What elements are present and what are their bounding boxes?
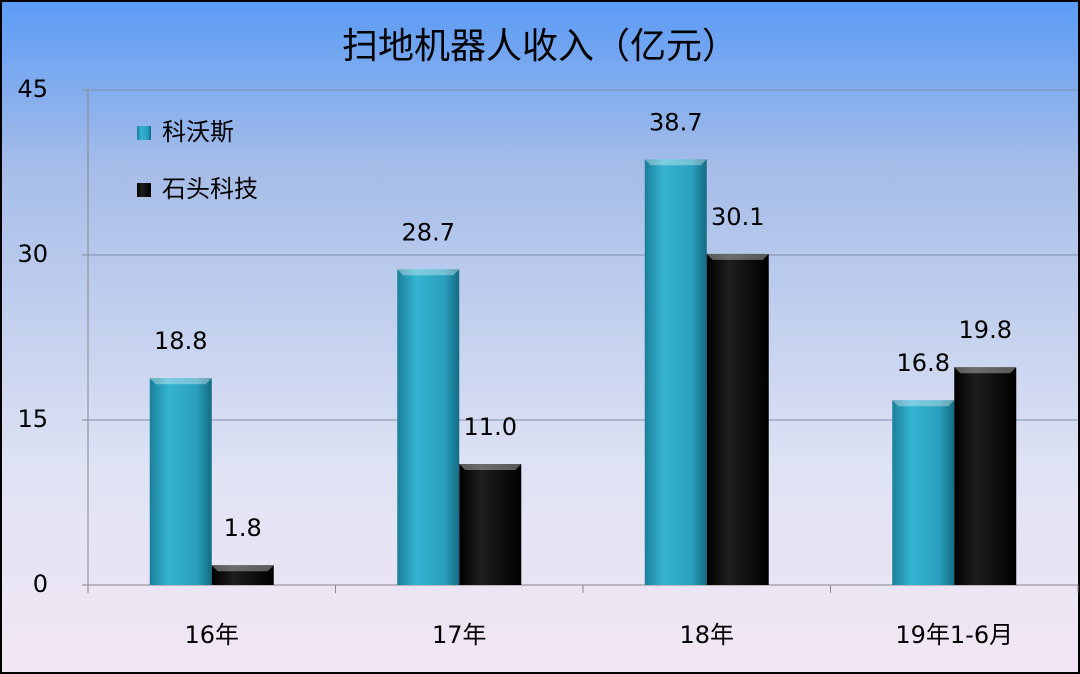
value-label: 19.8	[959, 316, 1012, 344]
bar	[706, 253, 769, 585]
value-label: 38.7	[649, 108, 702, 136]
bar	[892, 400, 955, 585]
legend-swatch	[137, 126, 151, 140]
x-tick-label: 17年	[432, 621, 487, 649]
bar-bevel	[892, 400, 955, 407]
y-tick-label: 45	[17, 75, 48, 103]
bar	[459, 464, 522, 585]
y-tick-label: 15	[17, 405, 48, 433]
bar	[149, 378, 212, 585]
legend-label: 石头科技	[162, 175, 258, 203]
bar-bevel	[706, 253, 769, 260]
value-label: 30.1	[711, 203, 764, 231]
bar-bevel	[954, 367, 1017, 374]
legend-label: 科沃斯	[162, 118, 234, 146]
value-label: 1.8	[224, 514, 262, 542]
x-tick-label: 16年	[184, 621, 239, 649]
value-label: 18.8	[154, 327, 207, 355]
bar	[644, 159, 707, 586]
y-tick-label: 30	[17, 240, 48, 268]
bar-bevel	[211, 565, 274, 572]
legend-swatch	[137, 183, 151, 197]
bar	[397, 269, 460, 585]
value-label: 11.0	[464, 413, 517, 441]
bar	[954, 367, 1017, 585]
y-tick-label: 0	[33, 570, 48, 598]
bar-bevel	[644, 159, 707, 166]
bar	[211, 565, 274, 585]
bar-bevel	[459, 464, 522, 470]
bar-bevel	[149, 378, 212, 385]
chart-title: 扫地机器人收入（亿元）	[342, 26, 738, 67]
x-tick-label: 18年	[679, 621, 734, 649]
x-tick-label: 19年1-6月	[895, 621, 1013, 649]
value-label: 28.7	[402, 218, 455, 246]
value-label: 16.8	[897, 349, 950, 377]
bar-bevel	[397, 269, 460, 276]
